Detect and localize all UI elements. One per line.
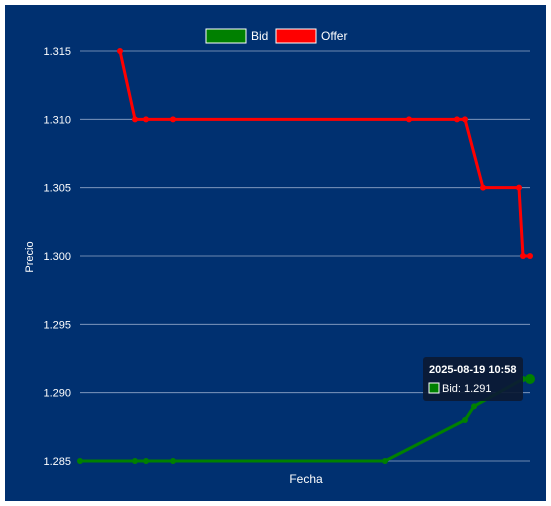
y-tick-label: 1.295 — [43, 319, 71, 331]
y-tick-label: 1.305 — [43, 183, 71, 195]
legend-item-bid[interactable]: Bid — [205, 28, 268, 44]
tooltip-box — [423, 357, 523, 401]
bid-data-point — [471, 403, 477, 410]
tooltip-series-swatch — [428, 382, 440, 394]
legend-swatch-offer — [275, 28, 317, 44]
y-tick-label: 1.310 — [43, 114, 71, 126]
bid-data-point — [170, 458, 176, 464]
bid-data-point — [132, 458, 138, 464]
legend-swatch-bid — [205, 28, 247, 44]
offer-data-point — [170, 116, 176, 123]
price-line-chart: 1.285 1.290 1.295 1.300 1.305 1.310 1.315 Bid O… — [5, 5, 546, 501]
y-tick-label: 1.285 — [43, 456, 71, 468]
offer-data-point — [132, 116, 138, 123]
bid-data-point — [143, 458, 149, 464]
bid-data-point — [77, 458, 83, 464]
y-tick-label: 1.315 — [43, 46, 71, 58]
x-axis-label: Fecha — [289, 472, 323, 486]
offer-data-point — [527, 253, 533, 259]
y-axis-tick-labels: 1.285 1.290 1.295 1.300 1.305 1.310 1.315 — [43, 46, 71, 468]
offer-data-point — [143, 116, 149, 123]
tooltip-title: 2025-08-19 10:58 — [429, 364, 516, 376]
legend-label-offer: Offer — [321, 29, 347, 43]
chart-background — [5, 5, 546, 501]
offer-data-point — [117, 48, 123, 54]
offer-data-point — [520, 253, 526, 259]
y-tick-label: 1.300 — [43, 251, 71, 263]
offer-data-point — [406, 116, 412, 123]
offer-data-point — [516, 184, 522, 191]
tooltip: 2025-08-19 10:58 Bid: 1.291 — [423, 357, 523, 401]
offer-data-point — [462, 116, 468, 123]
bid-data-point — [382, 458, 388, 464]
offer-data-point — [454, 116, 460, 123]
legend-item-offer[interactable]: Offer — [275, 28, 347, 44]
offer-data-point — [480, 184, 486, 191]
chart-panel: 1.285 1.290 1.295 1.300 1.305 1.310 1.315 Bid O… — [5, 5, 546, 501]
bid-data-point — [525, 374, 535, 384]
y-tick-label: 1.290 — [43, 388, 71, 400]
y-axis-label: Precio — [24, 241, 36, 272]
legend[interactable]: Bid Offer — [205, 28, 347, 44]
legend-label-bid: Bid — [251, 29, 268, 43]
bid-data-point — [462, 417, 468, 423]
tooltip-value: Bid: 1.291 — [442, 383, 492, 395]
